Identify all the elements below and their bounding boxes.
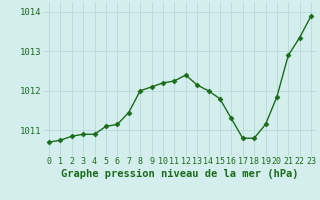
- X-axis label: Graphe pression niveau de la mer (hPa): Graphe pression niveau de la mer (hPa): [61, 169, 299, 179]
